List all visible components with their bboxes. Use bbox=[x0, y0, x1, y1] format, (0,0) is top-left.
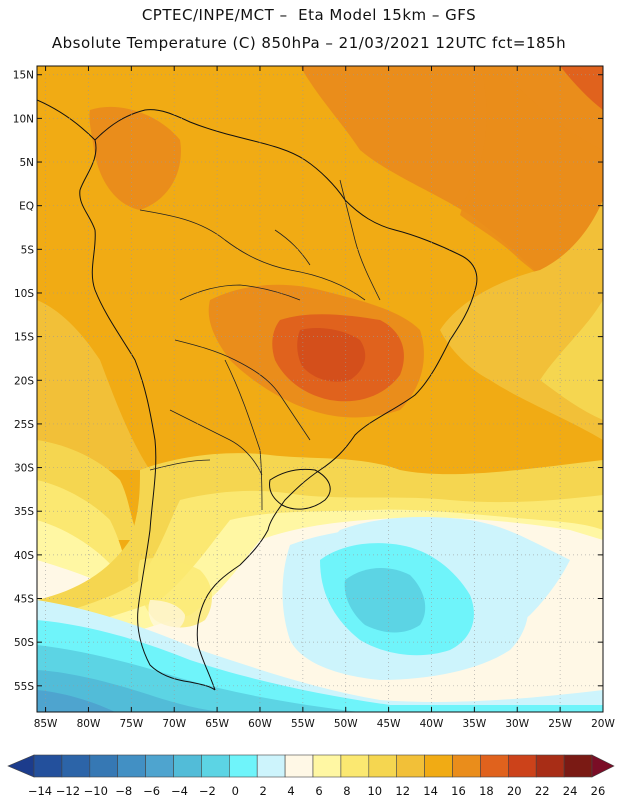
lat-tick-label: 45S bbox=[14, 594, 34, 606]
colorbar-labels: −14 −12 −10 −8 −6 −4 −2 0 2 4 6 8 10 12 14 16 18 20 22 24 26… bbox=[28, 784, 606, 798]
lat-tick-label: 35S bbox=[14, 506, 34, 518]
colorbar-label: 26 bbox=[591, 784, 606, 798]
lon-tick-label: 75W bbox=[119, 718, 143, 730]
colorbar-box bbox=[563, 754, 593, 778]
colorbar-label: −8 bbox=[115, 784, 132, 798]
colorbar-label: 8 bbox=[343, 784, 350, 798]
lon-tick-label: 60W bbox=[248, 718, 272, 730]
colorbar-box bbox=[396, 754, 425, 778]
colorbar-box bbox=[117, 754, 146, 778]
colorbar-box bbox=[89, 754, 119, 778]
lat-tick-label: 5S bbox=[21, 244, 35, 256]
lat-tick-label: 10S bbox=[14, 288, 34, 300]
lon-tick-label: 55W bbox=[291, 718, 315, 730]
colorbar-label: 4 bbox=[287, 784, 294, 798]
lon-tick-label: 30W bbox=[505, 718, 529, 730]
colorbar-left-arrow bbox=[7, 754, 35, 778]
colorbar-label: −10 bbox=[84, 784, 108, 798]
colorbar-box bbox=[33, 754, 63, 778]
lon-tick-label: 35W bbox=[462, 718, 486, 730]
colorbar-label: 6 bbox=[315, 784, 322, 798]
colorbar-label: 2 bbox=[260, 784, 267, 798]
lat-tick-label: 40S bbox=[14, 550, 34, 562]
colorbar-label: 24 bbox=[563, 784, 578, 798]
colorbar-label: 22 bbox=[535, 784, 550, 798]
lat-tick-label: 15S bbox=[14, 332, 34, 344]
colorbar-box bbox=[284, 754, 314, 778]
lon-tick-label: 25W bbox=[548, 718, 572, 730]
colorbar-box bbox=[480, 754, 509, 778]
colorbar-label: 10 bbox=[367, 784, 382, 798]
lon-tick-label: 50W bbox=[334, 718, 358, 730]
colorbar-box bbox=[340, 754, 370, 778]
colorbar-box bbox=[507, 754, 537, 778]
map-frame bbox=[36, 65, 604, 713]
colorbar-label: 0 bbox=[232, 784, 239, 798]
colorbar-label: 16 bbox=[451, 784, 466, 798]
lat-tick-label: 10N bbox=[13, 113, 34, 125]
lon-tick-label: 80W bbox=[77, 718, 101, 730]
lon-tick-label: 85W bbox=[34, 718, 58, 730]
colorbar-box bbox=[173, 754, 202, 778]
lon-tick-label: 45W bbox=[377, 718, 401, 730]
colorbar-label: 20 bbox=[507, 784, 522, 798]
lon-tick-label: 20W bbox=[591, 718, 615, 730]
colorbar-box bbox=[61, 754, 91, 778]
lon-tick-label: 40W bbox=[420, 718, 444, 730]
lat-tick-label: 5N bbox=[19, 157, 34, 169]
colorbar-label: 14 bbox=[423, 784, 438, 798]
colorbar-label: −12 bbox=[56, 784, 80, 798]
colorbar-label: −4 bbox=[171, 784, 188, 798]
temperature-field bbox=[37, 66, 603, 712]
lat-tick-label: 25S bbox=[14, 419, 34, 431]
colorbar bbox=[7, 754, 615, 778]
colorbar-box bbox=[452, 754, 481, 778]
coastlines bbox=[37, 99, 478, 691]
lat-tick-label: 15N bbox=[13, 70, 34, 82]
colorbar-box bbox=[368, 754, 397, 778]
colorbar-label: −14 bbox=[28, 784, 52, 798]
colorbar-right-arrow bbox=[591, 754, 615, 778]
latitude-labels: 15N 10N 5N EQ 5S 10S 15S 20S 25S 30S 35S 40S 45S 50S 5… bbox=[13, 70, 35, 693]
longitude-labels: 85W 80W 75W 70W 65W 60W 55W 50W 45W 40W 35W 30W 25W 2… bbox=[34, 718, 616, 730]
lat-tick-label: EQ bbox=[19, 201, 34, 213]
colorbar-box bbox=[256, 754, 286, 778]
country-borders bbox=[139, 179, 381, 511]
lat-tick-label: 30S bbox=[14, 463, 34, 475]
colorbar-box bbox=[145, 754, 174, 778]
colorbar-box bbox=[535, 754, 565, 778]
map-title: CPTEC/INPE/MCT – Eta Model 15km – GFS bbox=[141, 6, 477, 24]
colorbar-label: 18 bbox=[479, 784, 494, 798]
colorbar-box bbox=[312, 754, 342, 778]
lat-tick-label: 20S bbox=[14, 375, 34, 387]
colorbar-box bbox=[201, 754, 230, 778]
lon-tick-label: 70W bbox=[162, 718, 186, 730]
lon-tick-label: 65W bbox=[205, 718, 229, 730]
axis-ticks bbox=[37, 66, 604, 712]
colorbar-box bbox=[424, 754, 453, 778]
colorbar-label: −2 bbox=[199, 784, 216, 798]
lat-tick-label: 55S bbox=[14, 681, 34, 693]
map-subtitle: Absolute Temperature (C) 850hPa – 21/03/… bbox=[51, 34, 567, 52]
colorbar-box bbox=[229, 754, 258, 778]
colorbar-label: −6 bbox=[143, 784, 160, 798]
lat-tick-label: 50S bbox=[14, 637, 34, 649]
colorbar-label: 12 bbox=[395, 784, 410, 798]
